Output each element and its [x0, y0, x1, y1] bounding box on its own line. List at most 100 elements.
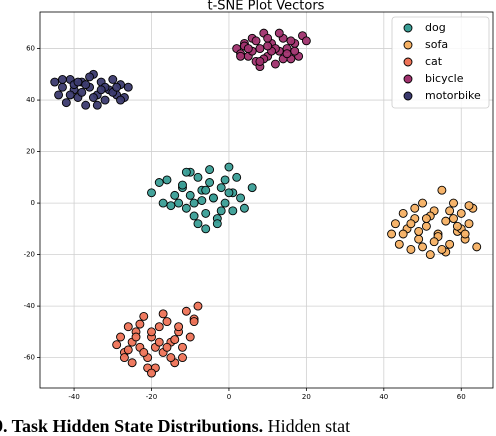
point [441, 216, 451, 226]
point [390, 219, 400, 229]
point [162, 342, 172, 352]
x-tick-label: 60 [457, 393, 466, 401]
point [154, 178, 164, 187]
point [158, 198, 168, 208]
point [147, 368, 156, 378]
point [220, 198, 230, 208]
point [116, 95, 125, 105]
point [274, 28, 284, 38]
point [61, 98, 71, 108]
caption-text: Hidden stat [268, 416, 351, 436]
point [236, 51, 246, 61]
x-tick-label: -20 [146, 393, 157, 401]
point [181, 167, 191, 177]
point [224, 162, 234, 172]
point [418, 198, 427, 208]
point [174, 322, 184, 332]
point [81, 100, 91, 110]
y-tick-label: -60 [24, 354, 35, 362]
point [58, 82, 67, 92]
point [123, 345, 133, 355]
point [247, 183, 257, 193]
point [81, 80, 91, 90]
point [178, 180, 187, 190]
point [119, 353, 129, 363]
point [464, 201, 474, 211]
point [414, 234, 424, 244]
point [135, 319, 145, 329]
point [212, 219, 222, 229]
point [123, 322, 133, 332]
point [65, 90, 75, 100]
point [398, 229, 408, 239]
point [139, 348, 149, 357]
point [50, 77, 60, 87]
point [58, 75, 67, 84]
point [112, 340, 122, 350]
point [162, 317, 172, 327]
point [220, 175, 230, 185]
point [232, 172, 242, 182]
point [410, 203, 420, 213]
point [131, 332, 141, 342]
point [406, 244, 416, 254]
legend-label: bicycle [425, 72, 464, 85]
point [178, 342, 187, 352]
point [189, 317, 199, 327]
point [170, 190, 180, 200]
point [449, 198, 458, 208]
point [158, 309, 168, 319]
point [100, 95, 110, 105]
point [193, 219, 203, 229]
point [255, 44, 265, 54]
point [449, 214, 458, 223]
point [54, 90, 64, 100]
point [236, 193, 246, 203]
point [205, 165, 215, 175]
point [418, 242, 427, 252]
point [460, 229, 470, 239]
point [209, 193, 218, 203]
point [193, 301, 203, 311]
caption-label: 9. Task Hidden State Distributions. [0, 416, 263, 436]
point [263, 33, 273, 43]
point [301, 36, 311, 46]
point [92, 100, 102, 110]
point [77, 87, 87, 97]
point [239, 203, 249, 213]
point [185, 332, 195, 342]
point [263, 41, 273, 51]
legend-marker [403, 57, 413, 67]
chart-title: t-SNE Plot Vectors [208, 0, 325, 14]
point [127, 358, 137, 368]
point [123, 82, 133, 92]
point [425, 250, 435, 260]
point [197, 196, 207, 205]
point [224, 188, 234, 198]
point [112, 82, 122, 92]
point [154, 337, 164, 347]
plot-frame [39, 11, 494, 389]
point [174, 198, 184, 208]
y-tick-label: 40 [26, 96, 35, 104]
point [445, 239, 455, 249]
y-tick-label: 20 [26, 148, 35, 156]
point [255, 56, 265, 66]
point [147, 327, 156, 337]
point [73, 77, 83, 87]
point [139, 311, 149, 321]
point [452, 221, 462, 231]
legend-label: sofa [425, 38, 448, 51]
point [216, 206, 226, 216]
point [96, 85, 106, 95]
point [178, 353, 187, 363]
legend-marker [403, 23, 413, 33]
legend-label: cat [425, 55, 443, 68]
point [270, 59, 280, 69]
point [116, 332, 125, 342]
point [398, 208, 408, 218]
y-tick-label: -40 [24, 302, 35, 310]
point [189, 198, 199, 208]
point [429, 237, 439, 247]
